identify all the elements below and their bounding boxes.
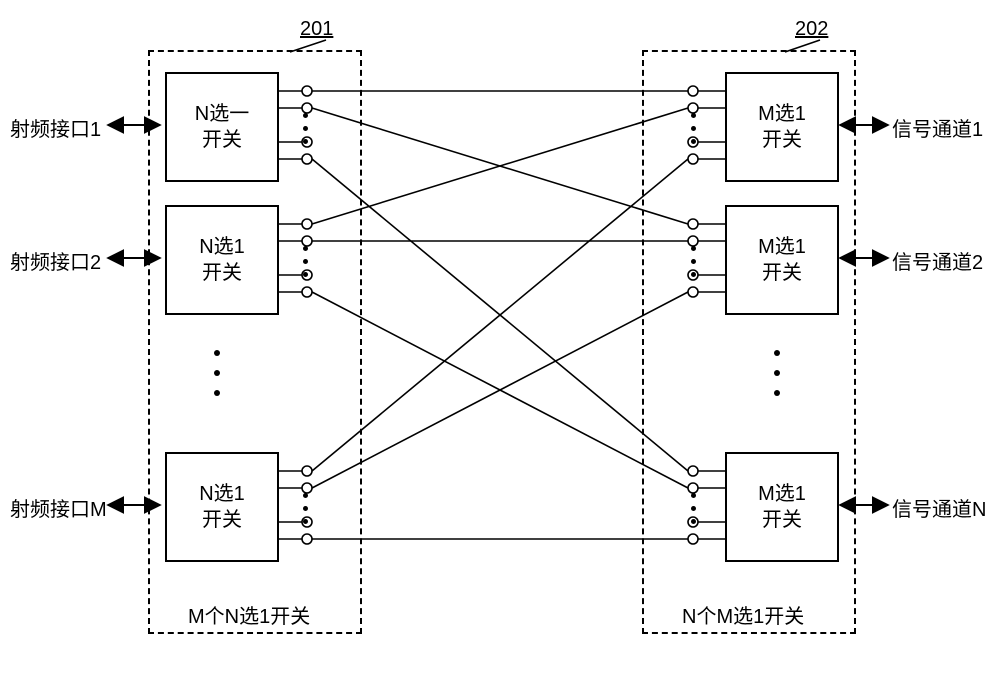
- right-switch-box: M选1 开关: [725, 205, 839, 315]
- ellipsis-vertical-icon: [303, 493, 308, 524]
- switch-box-label: N选1 开关: [199, 234, 245, 286]
- ellipsis-vertical-icon: [214, 350, 220, 396]
- rf-port-label: 射频接口1: [10, 113, 101, 142]
- ellipsis-vertical-icon: [691, 246, 696, 277]
- left-switch-box: N选1 开关: [165, 452, 279, 562]
- diagram-svg: [0, 0, 1000, 681]
- signal-channel-label: 信号通道1: [892, 113, 983, 142]
- ellipsis-vertical-icon: [691, 113, 696, 144]
- switch-box-label: M选1 开关: [758, 101, 806, 153]
- rf-port-label: 射频接口2: [10, 246, 101, 275]
- signal-channel-label: 信号通道N: [892, 493, 986, 522]
- ellipsis-vertical-icon: [303, 113, 308, 144]
- rf-port-label: 射频接口M: [10, 493, 107, 522]
- ellipsis-vertical-icon: [774, 350, 780, 396]
- left-switch-box: N选1 开关: [165, 205, 279, 315]
- switch-box-label: M选1 开关: [758, 234, 806, 286]
- ellipsis-vertical-icon: [303, 246, 308, 277]
- switch-box-label: M选1 开关: [758, 481, 806, 533]
- switch-box-label: N选1 开关: [199, 481, 245, 533]
- switch-box-label: N选一 开关: [195, 101, 249, 153]
- right-switch-box: M选1 开关: [725, 452, 839, 562]
- left-switch-box: N选一 开关: [165, 72, 279, 182]
- ellipsis-vertical-icon: [691, 493, 696, 524]
- signal-channel-label: 信号通道2: [892, 246, 983, 275]
- right-switch-box: M选1 开关: [725, 72, 839, 182]
